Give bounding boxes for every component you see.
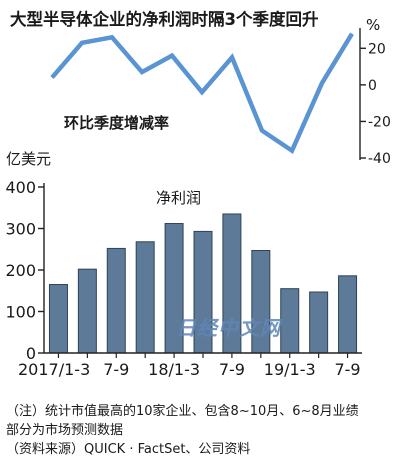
line-series-label: 环比季度增减率: [64, 114, 170, 132]
bar-y-tick-label: 400: [5, 178, 36, 197]
bar-2017/4-6: [77, 268, 97, 354]
bar-chart-title: 净利润: [156, 189, 202, 207]
note-line-1: （注）统计市值最高的10家企业、包含8~10月、6~8月业绩: [6, 404, 359, 419]
bar-2019/4-6: [309, 291, 329, 354]
bar-y-tick-label: 100: [5, 303, 36, 322]
bar-2019/7-9: [338, 275, 358, 354]
bar-x-tick-label: 7-9: [219, 360, 245, 379]
bar-x-tick-label: 7-9: [103, 360, 129, 379]
bar-chart: 0 100 200 300 400 2017/1-3 7-9 18/1-3 7-9 19/1-3 7…: [5, 178, 362, 379]
bar-2019/1-3: [280, 288, 300, 354]
bar-x-tick-label: 2017/1-3: [18, 360, 90, 379]
chart-title: 大型半导体企业的净利润时隔3个季度回升: [10, 10, 319, 29]
line-y-tick-label: 20: [368, 41, 386, 57]
bar-y-tick-label: 200: [5, 261, 36, 280]
notes: （注）统计市值最高的10家企业、包含8~10月、6~8月业绩 部分为市场预测数据…: [6, 402, 396, 459]
bar-x-tick-label: 19/1-3: [264, 360, 316, 379]
bar-y-tick-label: 300: [5, 220, 36, 239]
bar-2017/10-12: [135, 241, 155, 354]
note-line-2: 部分为市场预测数据: [6, 423, 124, 438]
line-y-tick-label: 0: [368, 78, 377, 94]
line-chart: -40 -20 0 20: [50, 28, 391, 167]
bar-x-tick-label: 18/1-3: [148, 360, 200, 379]
watermark-logo: 日经中文网: [176, 316, 281, 340]
bar-2017/1-3: [48, 284, 68, 354]
line-unit-label: %: [366, 16, 381, 34]
bar-y-tick-label: 0: [26, 344, 36, 363]
line-y-tick-label: -40: [368, 151, 391, 167]
bar-unit-label: 亿美元: [6, 150, 52, 168]
line-y-tick-label: -20: [368, 114, 391, 130]
note-line-3: （资料来源）QUICK · FactSet、公司资料: [6, 442, 251, 457]
bar-2017/7-9: [106, 247, 126, 354]
bar-x-tick-label: 7-9: [334, 360, 360, 379]
